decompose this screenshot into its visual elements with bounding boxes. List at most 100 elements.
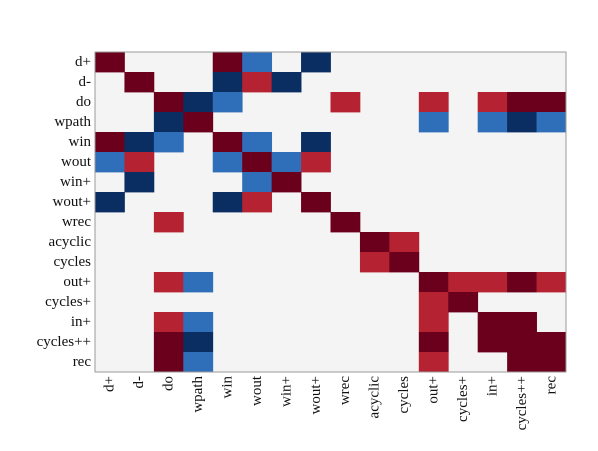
y-tick-label: out+ [63, 274, 91, 290]
heatmap-cell [183, 272, 214, 293]
y-tick-label: win [69, 134, 92, 150]
heatmap-cell [418, 352, 449, 373]
heatmap-cell [95, 152, 125, 173]
heatmap-cell [477, 312, 508, 333]
y-tick-label: wout [61, 154, 92, 170]
heatmap-cell [507, 312, 537, 333]
heatmap-cell [242, 72, 273, 93]
heatmap-cell [507, 112, 537, 133]
y-tick-label: wpath [54, 114, 91, 130]
heatmap-cell [418, 292, 449, 313]
heatmap-cell [389, 232, 420, 253]
heatmap-cell [95, 192, 125, 213]
heatmap-cell [153, 352, 184, 373]
heatmap-cell [242, 192, 273, 213]
y-tick-labels: d+ d-do wpath win wout win+ wout+ wrec acyclic cy… [37, 54, 92, 370]
heatmap-cell [271, 72, 302, 93]
x-tick-label: cycles++ [514, 376, 530, 430]
x-tick-label: win [219, 376, 235, 399]
x-tick-label: d- [131, 376, 147, 389]
heatmap-cell [507, 352, 537, 373]
heatmap-cell [183, 92, 214, 113]
heatmap-cell [153, 212, 184, 233]
heatmap-cell [242, 172, 273, 193]
heatmap-cell [359, 232, 390, 253]
heatmap-cell [418, 92, 449, 113]
y-tick-label: do [76, 94, 91, 110]
x-tick-label: cycles+ [455, 376, 471, 422]
heatmap-cell [536, 332, 567, 353]
x-tick-label: win+ [278, 376, 294, 407]
y-tick-label: d- [79, 74, 92, 90]
heatmap-cell [153, 112, 184, 133]
heatmap-cell [242, 132, 273, 153]
heatmap-cell [448, 292, 479, 313]
heatmap-cell [183, 352, 214, 373]
heatmap-cell [212, 192, 243, 213]
y-tick-label: d+ [75, 54, 91, 70]
heatmap-cell [153, 132, 184, 153]
heatmap-cell [242, 52, 273, 73]
heatmap-cell [212, 92, 243, 113]
heatmap-cell [301, 132, 331, 153]
heatmap-cell [507, 272, 537, 293]
x-tick-label: out+ [426, 376, 442, 404]
heatmap-cell [153, 272, 184, 293]
x-tick-label: wout [249, 375, 265, 406]
heatmap-cell [477, 112, 508, 133]
heatmap-cell [212, 52, 243, 73]
heatmap-cell [477, 272, 508, 293]
heatmap-cell [301, 192, 331, 213]
heatmap-cell [124, 152, 155, 173]
y-tick-label: in+ [71, 314, 91, 330]
heatmap-cell [212, 132, 243, 153]
heatmap-cell [536, 272, 567, 293]
x-tick-label: do [161, 376, 177, 391]
heatmap-cell [477, 92, 508, 113]
y-tick-label: wout+ [53, 194, 91, 210]
heatmap-cell [124, 72, 155, 93]
heatmap-cell [153, 332, 184, 353]
heatmap-cell [183, 312, 214, 333]
y-tick-label: cycles+ [45, 294, 91, 310]
heatmap-cell [448, 272, 479, 293]
heatmap-cell [536, 352, 567, 373]
heatmap-cell [301, 152, 331, 173]
heatmap-cell [271, 152, 302, 173]
heatmap-cell [418, 272, 449, 293]
heatmap-cell [507, 92, 537, 113]
heatmap-cell [183, 332, 214, 353]
heatmap-cell [418, 112, 449, 133]
heatmap-cells [95, 52, 567, 373]
heatmap-cell [477, 332, 508, 353]
heatmap-cell [95, 52, 125, 73]
heatmap-cell [359, 252, 390, 273]
heatmap-cell [330, 212, 361, 233]
heatmap-cell [95, 132, 125, 153]
heatmap-cell [536, 92, 567, 113]
heatmap-cell [271, 172, 302, 193]
heatmap-cell [183, 112, 214, 133]
x-tick-label: d+ [102, 376, 118, 392]
heatmap-cell [389, 252, 420, 273]
x-tick-label: wpath [190, 376, 206, 413]
y-tick-label: rec [73, 354, 92, 370]
heatmap-cell [124, 132, 155, 153]
x-tick-label: cycles [396, 376, 412, 414]
y-tick-label: cycles++ [37, 334, 91, 350]
heatmap-cell [418, 332, 449, 353]
plot-frame [94, 51, 567, 373]
heatmap-cell [153, 312, 184, 333]
x-tick-label: wrec [337, 376, 353, 405]
x-tick-label: in+ [484, 376, 500, 396]
x-tick-label: acyclic [367, 376, 383, 419]
heatmap-cell [330, 92, 361, 113]
heatmap-cell [242, 152, 273, 173]
x-tick-labels: d+ d-do wpath win wout win+ wout+ wrec acyclic cy… [102, 375, 560, 430]
heatmap-cell [212, 152, 243, 173]
y-tick-label: cycles [54, 254, 92, 270]
x-tick-label: wout+ [308, 376, 324, 414]
y-tick-label: wrec [62, 214, 91, 230]
y-tick-label: win+ [60, 174, 91, 190]
